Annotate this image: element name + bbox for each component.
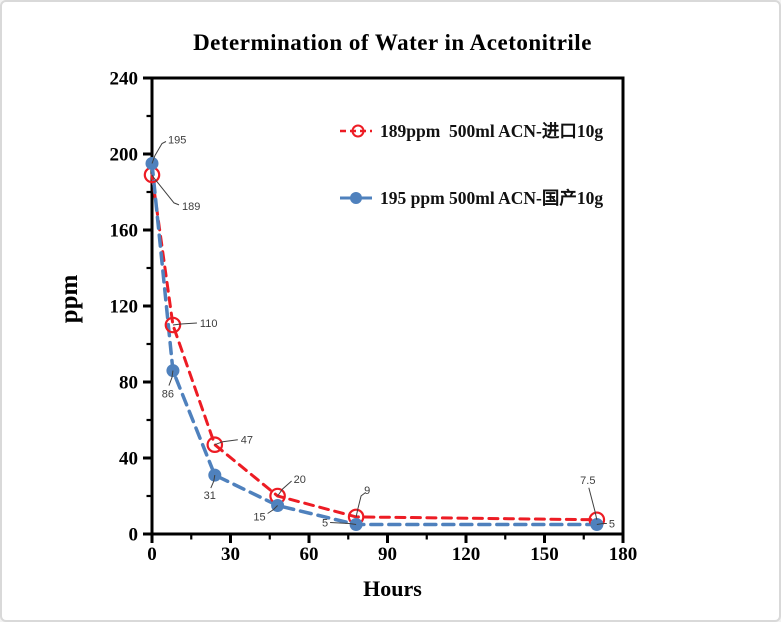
point-label: 110 [200,318,218,330]
chart-title: Determination of Water in Acetonitrile [193,30,592,55]
point-label-leader-line [588,487,598,520]
point-label-leader-line [267,505,278,514]
data-point-open-circle [206,436,224,453]
x-axis-tick-label: 150 [530,544,559,565]
point-label-leader-line [151,174,180,206]
point-label: 7.5 [580,475,595,487]
legend: 189ppm 500ml ACN-进口10g 195 ppm 500ml ACN… [339,118,603,210]
legend-label-imported: 189ppm 500ml ACN-进口10g [380,121,604,141]
point-label: 195 [168,135,186,147]
point-label-leader-line [596,523,607,525]
y-axis-tick-label: 160 [110,221,139,242]
point-label-leader-line [277,480,292,497]
point-label-leader-line [355,492,366,518]
point-label-leader-line [214,439,238,446]
x-axis-tick-label: 120 [452,544,481,565]
y-axis-label: ppm [56,274,83,324]
data-point-open-circle [164,316,182,334]
y-axis-tick-label: 80 [119,373,138,394]
y-axis-tick-label: 120 [110,297,139,318]
y-axis-tick-label: 40 [119,449,138,470]
point-label-leader-line [168,370,174,386]
point-label-leader-line [210,475,216,489]
point-label-leader-line [151,141,167,164]
y-axis-tick-label: 0 [129,525,139,546]
point-label: 20 [294,474,306,486]
point-label-leader-line [330,522,357,525]
x-axis-tick-label: 0 [147,544,157,565]
x-axis-tick-label: 90 [378,544,397,565]
point-label: 86 [162,389,174,401]
x-axis-tick-label: 180 [609,544,638,565]
x-axis-tick-label: 60 [300,544,319,565]
legend-label-domestic: 195 ppm 500ml ACN-国产10g [380,188,604,208]
point-label: 5 [609,519,615,531]
legend-item-domestic: 195 ppm 500ml ACN-国产10g [339,185,603,210]
point-label: 15 [253,512,265,524]
x-axis-tick-label: 30 [221,544,240,565]
y-axis-tick-label: 200 [110,145,139,166]
point-label: 189 [182,201,200,213]
y-axis-tick-label: 240 [110,69,139,90]
legend-item-imported: 189ppm 500ml ACN-进口10g [339,118,603,143]
x-axis-label: Hours [363,576,422,601]
point-label: 5 [322,518,328,530]
series-line-1 [150,161,599,527]
series-line-0 [150,173,599,522]
point-label-leader-line [172,322,197,326]
point-label: 9 [364,485,370,497]
legend-marker-filled-circle-icon [340,191,372,204]
legend-marker-open-circle-icon [340,124,372,137]
point-label: 47 [241,435,253,447]
point-label: 31 [204,490,216,502]
